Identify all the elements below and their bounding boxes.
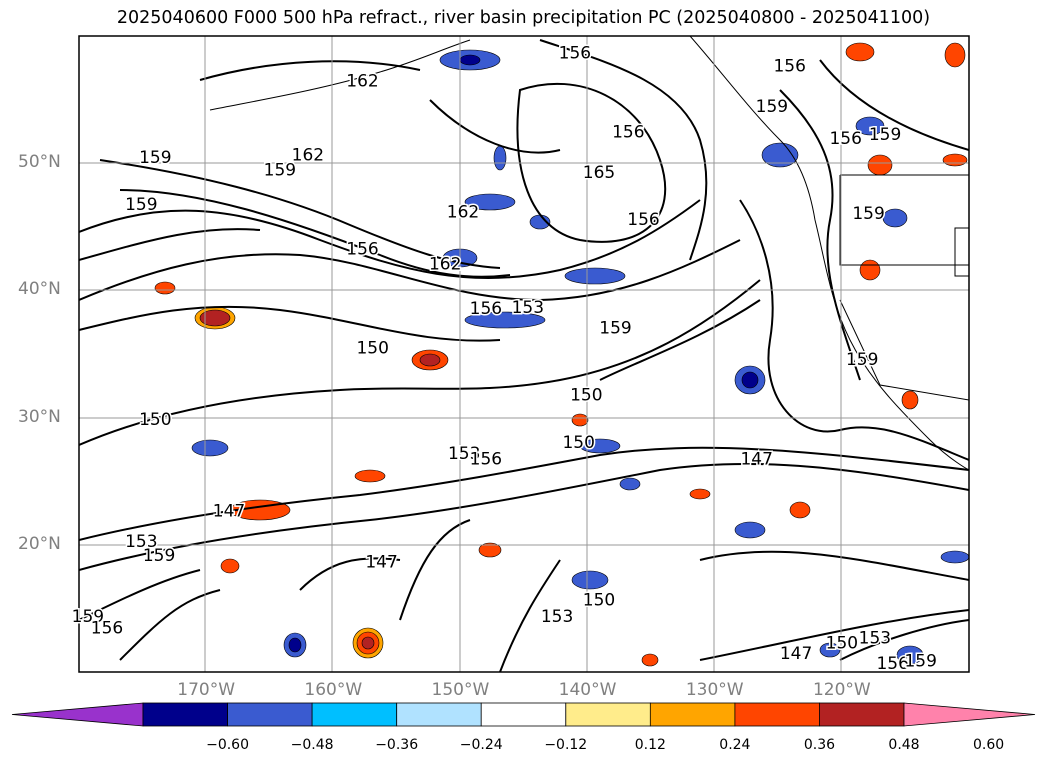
colorbar-segment — [142, 702, 228, 727]
contour-label: 150 — [562, 433, 594, 453]
longitude-label: 120°W — [812, 680, 871, 700]
precip-field — [154, 42, 969, 667]
map-frame — [78, 35, 970, 673]
graticule — [79, 36, 969, 672]
contour-label: 156 — [627, 210, 659, 230]
contour-label: 150 — [139, 410, 171, 430]
refractivity-contours — [79, 39, 969, 672]
contour-label: 153 — [859, 629, 891, 649]
contour-label: 162 — [447, 203, 479, 223]
contour-label: 150 — [583, 591, 615, 611]
contour-label: 156 — [91, 619, 123, 639]
colorbar-tick-label: −0.48 — [290, 737, 334, 753]
map-title: 2025040600 F000 500 hPa refract., river … — [116, 8, 931, 28]
contour-label: 159 — [599, 318, 631, 338]
contour-label: 159 — [72, 607, 104, 627]
contour-label: 156 — [612, 122, 644, 142]
contour-label: 156 — [470, 449, 502, 469]
colorbar-tick-label: 0.24 — [719, 737, 751, 753]
contour-label: 159 — [846, 350, 878, 370]
colorbar-extend-high — [903, 702, 1036, 727]
contour-label: 153 — [512, 298, 544, 318]
colorbar-segment — [649, 702, 736, 727]
coastlines — [209, 36, 969, 471]
colorbar-tick-label: 0.36 — [803, 737, 836, 753]
colorbar-tick-label: 0.60 — [972, 737, 1005, 753]
contour-label: 153 — [541, 607, 573, 627]
latitude-label: 20°N — [18, 533, 61, 554]
colorbar-segment — [734, 702, 820, 727]
colorbar-segment — [480, 702, 567, 727]
contour-label: 165 — [583, 163, 615, 183]
colorbar-tick-label: 0.48 — [888, 737, 920, 753]
longitude-label: 150°W — [431, 680, 490, 700]
contour-label: 159 — [904, 652, 936, 672]
colorbar-segment — [819, 702, 905, 727]
contour-label: 159 — [756, 97, 788, 117]
contour-label: 159 — [143, 546, 175, 566]
contour-label: 162 — [292, 145, 324, 165]
contour-label: 147 — [780, 644, 812, 664]
contour-label: 159 — [125, 195, 157, 215]
longitude-label: 170°W — [177, 680, 236, 700]
colorbar-tick-label: 0.12 — [634, 737, 666, 753]
contour-label: 150 — [826, 634, 858, 654]
contour-label: 159 — [869, 125, 901, 145]
colorbar-tick-label: −0.12 — [544, 737, 588, 753]
contour-label: 147 — [740, 449, 772, 469]
colorbar-tick-label: −0.36 — [375, 737, 419, 753]
contour-label: 159 — [852, 204, 884, 224]
latitude-label: 50°N — [18, 152, 61, 173]
colorbar-segment — [396, 702, 482, 727]
latitude-label: 40°N — [18, 279, 61, 300]
contour-label: 153 — [125, 532, 157, 552]
contour-label: 156 — [346, 239, 378, 259]
contour-label: 150 — [356, 339, 388, 359]
longitude-label: 140°W — [558, 680, 617, 700]
contour-label: 162 — [346, 72, 378, 92]
colorbar-segment — [565, 702, 651, 727]
contour-label: 156 — [876, 654, 908, 674]
colorbar-tick-label: −0.24 — [459, 737, 503, 753]
contour-label: 156 — [773, 56, 805, 76]
contour-label: 156 — [470, 299, 502, 319]
latitude-label: 30°N — [18, 406, 61, 427]
contour-label: 153 — [448, 444, 480, 464]
contour-label: 156 — [829, 129, 861, 149]
colorbar-segment — [227, 702, 313, 727]
colorbar-segment — [311, 702, 398, 727]
colorbar-extend-low — [11, 702, 144, 727]
longitude-label: 160°W — [304, 680, 363, 700]
contour-label: 147 — [365, 552, 397, 572]
contour-label: 147 — [213, 502, 245, 522]
contour-label: 150 — [570, 386, 602, 406]
contour-label: 159 — [264, 161, 296, 181]
colorbar-tick-label: −0.60 — [206, 737, 249, 753]
contour-label: 159 — [139, 148, 171, 168]
longitude-label: 130°W — [685, 680, 744, 700]
contour-label: 162 — [429, 255, 461, 275]
contour-label: 156 — [559, 44, 591, 64]
